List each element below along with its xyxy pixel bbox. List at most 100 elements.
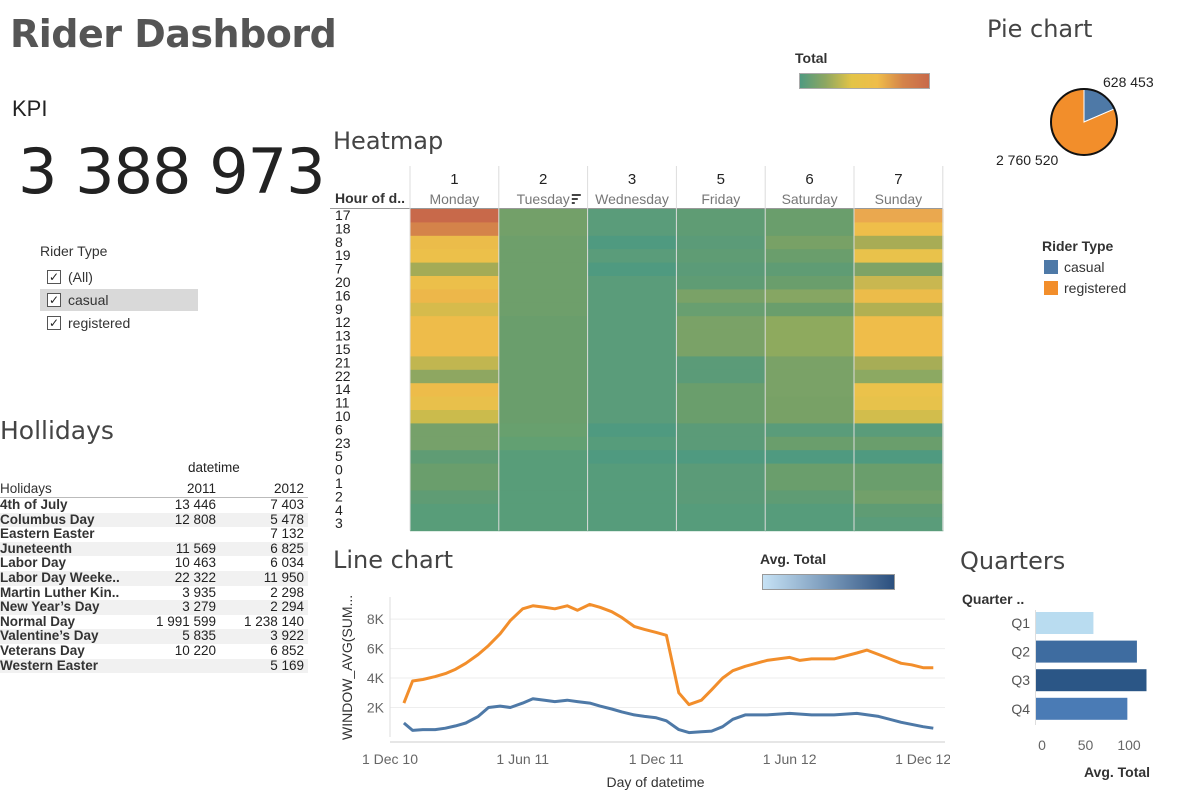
heatmap-cell[interactable] — [765, 302, 855, 317]
heatmap-cell[interactable] — [410, 222, 500, 237]
heatmap-cell[interactable] — [587, 383, 677, 398]
heatmap-cell[interactable] — [498, 369, 589, 384]
heatmap-cell[interactable] — [765, 343, 855, 357]
table-row[interactable]: Martin Luther Kin.. 3 935 2 298 — [0, 585, 308, 601]
heatmap-cell[interactable] — [410, 396, 500, 411]
heatmap-cell[interactable] — [498, 383, 589, 398]
heatmap-cell[interactable] — [498, 235, 589, 250]
legend-item-registered[interactable]: registered — [1044, 280, 1126, 296]
heatmap-cell[interactable] — [676, 450, 766, 465]
heatmap-cell[interactable] — [765, 356, 855, 371]
heatmap-cell[interactable] — [854, 477, 944, 491]
heatmap-cell[interactable] — [587, 463, 677, 478]
heatmap-cell[interactable] — [498, 490, 589, 505]
heatmap-cell[interactable] — [587, 503, 677, 518]
heatmap-cell[interactable] — [498, 463, 589, 478]
heatmap-cell[interactable] — [854, 316, 944, 331]
table-row[interactable]: Western Easter 5 169 — [0, 658, 308, 674]
heatmap-cell[interactable] — [676, 477, 766, 491]
heatmap-cell[interactable] — [587, 356, 677, 371]
heatmap-cell[interactable] — [410, 343, 500, 357]
heatmap-cell[interactable] — [410, 463, 500, 478]
table-row[interactable]: 4th of July 13 446 7 403 — [0, 497, 308, 513]
heatmap-cell[interactable] — [854, 356, 944, 371]
heatmap-cell[interactable] — [765, 450, 855, 465]
heatmap-cell[interactable] — [410, 436, 500, 451]
heatmap-cell[interactable] — [410, 369, 500, 384]
heatmap-cell[interactable] — [410, 329, 500, 344]
heatmap-cell[interactable] — [765, 316, 855, 331]
quarter-bar-q3[interactable] — [1036, 669, 1147, 692]
heatmap-cell[interactable] — [498, 410, 589, 424]
heatmap-cell[interactable] — [498, 329, 589, 344]
heatmap-cell[interactable] — [765, 490, 855, 505]
heatmap-cell[interactable] — [765, 222, 855, 237]
heatmap-cell[interactable] — [498, 450, 589, 465]
checkbox-checked-icon[interactable]: ✓ — [47, 316, 61, 330]
heatmap-cell[interactable] — [765, 289, 855, 304]
table-row[interactable]: Valentine’s Day 5 835 3 922 — [0, 629, 308, 644]
heatmap-cell[interactable] — [676, 235, 766, 250]
heatmap-cell[interactable] — [676, 316, 766, 331]
heatmap-cell[interactable] — [676, 302, 766, 317]
heatmap-cell[interactable] — [410, 356, 500, 371]
heatmap-cell[interactable] — [498, 316, 589, 331]
heatmap-cell[interactable] — [854, 450, 944, 465]
heatmap-cell[interactable] — [676, 423, 766, 438]
heatmap-cell[interactable] — [498, 262, 589, 277]
heatmap-cell[interactable] — [410, 262, 500, 277]
heatmap-cell[interactable] — [587, 276, 677, 290]
heatmap-cell[interactable] — [587, 490, 677, 505]
heatmap-cell[interactable] — [765, 329, 855, 344]
heatmap-cell[interactable] — [498, 209, 589, 223]
heatmap-cell[interactable] — [854, 383, 944, 398]
heatmap-cell[interactable] — [587, 436, 677, 451]
heatmap-cell[interactable] — [854, 222, 944, 237]
heatmap-cell[interactable] — [854, 302, 944, 317]
heatmap-cell[interactable] — [498, 396, 589, 411]
heatmap-cell[interactable] — [410, 289, 500, 304]
heatmap-cell[interactable] — [765, 463, 855, 478]
heatmap-cell[interactable] — [765, 517, 855, 532]
heatmap-cell[interactable] — [410, 490, 500, 505]
heatmap-cell[interactable] — [410, 302, 500, 317]
line-series-casual[interactable] — [402, 697, 934, 735]
heatmap-cell[interactable] — [498, 222, 589, 237]
heatmap-cell[interactable] — [854, 436, 944, 451]
quarter-bar-q1[interactable] — [1036, 612, 1094, 634]
heatmap-cell[interactable] — [676, 463, 766, 478]
quarter-bar-q2[interactable] — [1036, 640, 1137, 663]
checkbox-checked-icon[interactable]: ✓ — [47, 293, 61, 307]
heatmap-cell[interactable] — [587, 289, 677, 304]
heatmap-cell[interactable] — [854, 235, 944, 250]
filter-item-registered[interactable]: ✓ registered — [40, 312, 198, 334]
table-row[interactable]: Juneteenth 11 569 6 825 — [0, 541, 308, 557]
heatmap-cell[interactable] — [410, 450, 500, 465]
heatmap-cell[interactable] — [765, 369, 855, 384]
filter-item-casual[interactable]: ✓ casual — [40, 289, 198, 311]
heatmap-cell[interactable] — [676, 383, 766, 398]
heatmap-cell[interactable] — [765, 276, 855, 290]
heatmap-cell[interactable] — [854, 276, 944, 290]
heatmap-cell[interactable] — [587, 477, 677, 491]
heatmap-cell[interactable] — [765, 209, 855, 223]
filter-item-all[interactable]: ✓ (All) — [40, 266, 198, 288]
heatmap-cell[interactable] — [410, 383, 500, 398]
table-row[interactable]: Eastern Easter 7 132 — [0, 527, 308, 542]
heatmap-cell[interactable] — [676, 222, 766, 237]
heatmap-cell[interactable] — [854, 503, 944, 518]
heatmap-cell[interactable] — [854, 343, 944, 357]
line-series-registered[interactable] — [402, 602, 934, 707]
heatmap-cell[interactable] — [676, 503, 766, 518]
heatmap-cell[interactable] — [676, 329, 766, 344]
heatmap-cell[interactable] — [410, 209, 500, 223]
table-row[interactable]: Normal Day 1 991 599 1 238 140 — [0, 614, 308, 630]
heatmap-cell[interactable] — [498, 302, 589, 317]
heatmap-cell[interactable] — [854, 329, 944, 344]
heatmap-cell[interactable] — [410, 423, 500, 438]
heatmap-cell[interactable] — [410, 249, 500, 264]
heatmap-cell[interactable] — [587, 262, 677, 277]
heatmap-cell[interactable] — [587, 450, 677, 465]
heatmap-cell[interactable] — [676, 356, 766, 371]
quarter-bar-q4[interactable] — [1036, 697, 1128, 720]
